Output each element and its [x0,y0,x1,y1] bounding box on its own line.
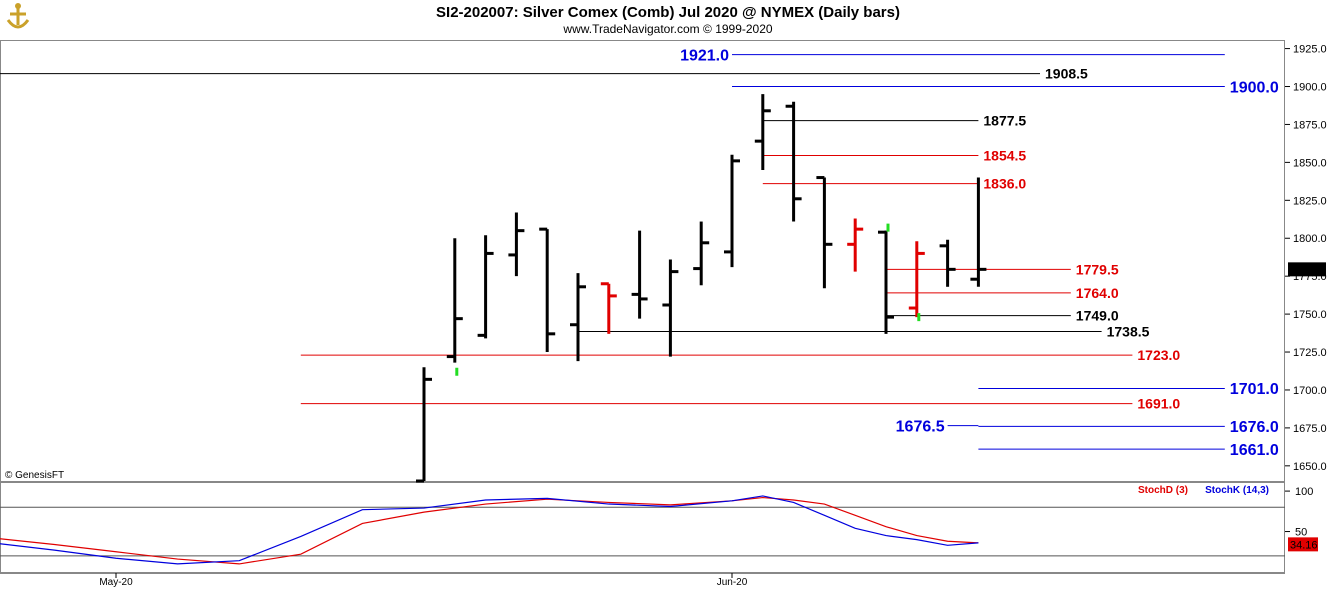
stoch-panel-frame [0,482,1285,573]
level-label: 1738.5 [1107,324,1150,340]
time-tick-label: Jun-20 [717,577,748,588]
price-tick-label: 1650.0 [1293,461,1327,473]
level-label: 1723.0 [1137,347,1180,363]
stoch-tick-label: 100 [1295,486,1313,498]
time-axis: May-20 Jun-20 [99,573,748,588]
ohlc-bar [693,221,710,286]
stoch-lines [0,495,979,565]
price-tick-label: 1875.0 [1293,119,1327,131]
time-tick-label: May-20 [99,577,133,588]
last-price-badge: 1779.5 [1288,262,1326,277]
price-tick-label: 1825.0 [1293,195,1327,207]
level-label: 1676.0 [1230,419,1279,436]
app-logo-icon [6,3,30,29]
stoch-d-legend: StochD (3) [1138,485,1188,496]
stoch-value: 34.16 [1290,539,1318,551]
stoch-k-line [0,495,979,565]
price-bars [416,94,987,483]
level-label: 1900.0 [1230,79,1279,96]
ohlc-bar [724,154,740,268]
ohlc-bar [939,239,956,287]
last-price-box [1288,262,1326,277]
ohlc-bar [539,227,556,353]
price-levels: 1921.0 1908.5 1900.0 1877.5 1854.5 1836.0 1779… [0,47,1279,459]
price-tick-label: 1925.0 [1293,44,1327,56]
price-tick-label: 1800.0 [1293,233,1327,245]
level-label: 1749.0 [1076,308,1119,324]
price-tick-label: 1900.0 [1293,82,1327,94]
level-label: 1661.0 [1230,442,1279,459]
level-label: 1764.0 [1076,285,1119,301]
level-label: 1854.5 [983,148,1026,164]
price-tick-label: 1750.0 [1293,309,1327,321]
price-tick-label: 1700.0 [1293,385,1327,397]
price-panel-frame [0,40,1285,482]
level-label: 1779.5 [1076,261,1119,277]
last-price-value: 1779.5 [1290,264,1324,276]
ohlc-bar [785,101,802,222]
ohlc-bar [662,259,679,357]
green-markers [455,223,921,376]
stoch-legend: StochD (3) StochK (14,3) [1138,485,1269,496]
ohlc-bar [878,230,894,334]
level-label: 1908.5 [1045,66,1088,82]
chart-title: SI2-202007: Silver Comex (Comb) Jul 2020… [436,4,900,21]
stoch-tick-label: 50 [1295,527,1307,539]
ohlc-bar [631,230,648,319]
level-label: 1921.0 [680,47,729,64]
ohlc-bar [816,176,833,289]
level-label: 1877.5 [983,113,1026,129]
ohlc-bar [508,212,525,277]
level-label: 1691.0 [1137,396,1180,412]
price-axis: 1650.01675.01700.01725.01750.01775.01800… [1285,44,1327,473]
ohlc-bar [600,282,617,334]
stoch-axis: 50 100 34.16 [0,486,1318,557]
level-label: 1836.0 [983,176,1026,192]
chart-subtitle: www.TradeNavigator.com © 1999-2020 [562,22,772,36]
stoch-value-box [1288,537,1318,552]
level-label: 1701.0 [1230,381,1279,398]
price-tick-label: 1850.0 [1293,157,1327,169]
price-tick-label: 1725.0 [1293,347,1327,359]
ohlc-bar [570,273,586,362]
copyright-label: © GenesisFT [5,470,64,481]
level-label: 1676.5 [896,418,945,435]
ohlc-bar [908,241,925,318]
ohlc-bar [416,367,432,483]
ohlc-bar [446,238,463,363]
ohlc-bar [970,177,987,287]
price-tick-label: 1675.0 [1293,423,1327,435]
ohlc-bar [477,235,494,339]
ohlc-bar [847,218,864,272]
ohlc-bar [754,94,771,170]
stoch-k-legend: StochK (14,3) [1205,485,1269,496]
stoch-d-line [0,496,979,565]
